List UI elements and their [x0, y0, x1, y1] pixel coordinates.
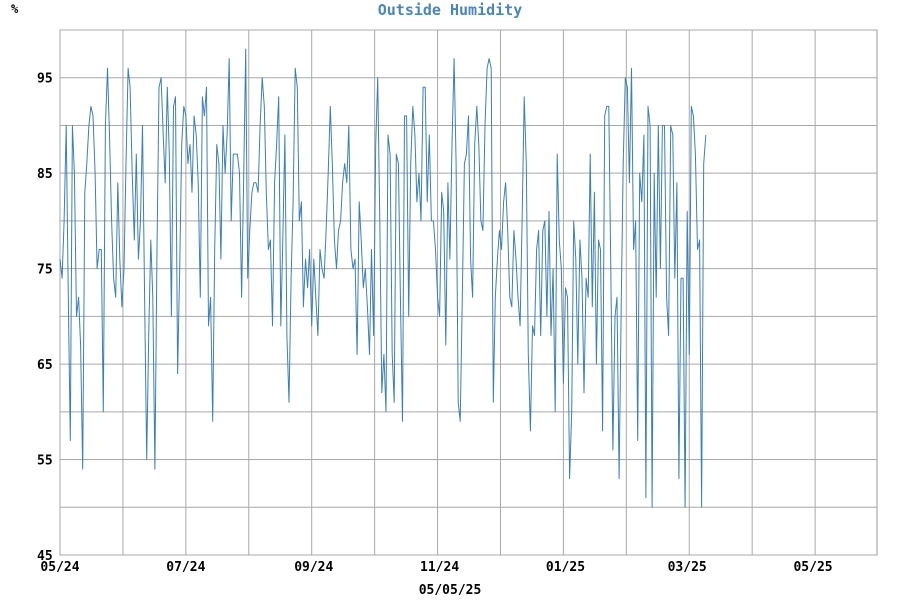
- grid-layer: [59, 29, 878, 556]
- axis-layer: 45 55 65 75 85 95 05/24 07/24 09/24 11/24 01/25 03/…: [37, 72, 833, 575]
- x-tick-label: 07/24: [166, 560, 205, 575]
- y-tick-label: 65: [37, 358, 53, 373]
- x-tick-label: 11/24: [420, 560, 459, 575]
- x-tick-label: 09/24: [294, 560, 333, 575]
- x-axis-label: 05/05/25: [418, 583, 482, 598]
- y-tick-label: 55: [37, 454, 53, 469]
- y-tick-label: 95: [37, 72, 53, 87]
- chart-title: Outside Humidity: [377, 1, 523, 19]
- y-tick-label: 75: [37, 263, 53, 278]
- x-tick-label: 03/25: [668, 560, 707, 575]
- x-tick-label: 05/25: [793, 560, 832, 575]
- y-tick-label: 45: [37, 549, 53, 564]
- x-tick-label: 05/24: [40, 560, 79, 575]
- humidity-series-line: [59, 48, 707, 508]
- x-tick-label: 01/25: [546, 560, 585, 575]
- y-tick-label: 85: [37, 167, 53, 182]
- plot-frame: [59, 29, 878, 556]
- y-axis-unit-label: %: [11, 2, 19, 16]
- series-layer: [59, 48, 707, 508]
